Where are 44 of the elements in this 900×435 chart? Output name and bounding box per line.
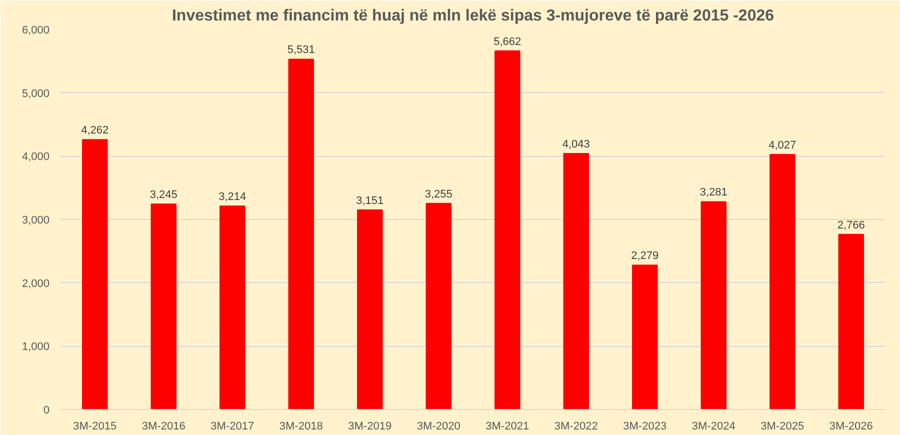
y-tick-label: 4,000 xyxy=(22,151,50,164)
data-label: 3,214 xyxy=(218,190,246,203)
data-label: 3,281 xyxy=(700,186,728,199)
y-tick-label: 0 xyxy=(43,404,50,416)
y-tick-label: 1,000 xyxy=(22,341,50,354)
x-tick-label: 3M-2023 xyxy=(623,420,667,432)
data-label: 3,151 xyxy=(356,194,384,207)
bar xyxy=(563,152,589,410)
x-tick-label: 3M-2015 xyxy=(73,420,117,432)
x-tick-label: 3M-2019 xyxy=(348,420,392,432)
x-tick-label: 3M-2026 xyxy=(829,420,873,432)
y-tick-label: 2,000 xyxy=(22,278,50,290)
data-label: 2,766 xyxy=(837,219,865,232)
data-label: 4,043 xyxy=(562,138,590,150)
x-tick-label: 3M-2018 xyxy=(279,420,323,432)
bar xyxy=(770,154,796,410)
bar xyxy=(150,203,176,410)
x-tick-label: 3M-2024 xyxy=(692,420,736,432)
y-tick-label: 5,000 xyxy=(22,88,50,100)
bar xyxy=(288,58,314,410)
x-tick-label: 3M-2021 xyxy=(486,420,530,432)
bar xyxy=(632,264,658,410)
x-tick-label: 3M-2020 xyxy=(416,420,460,432)
bar xyxy=(220,205,246,410)
data-label: 3,255 xyxy=(424,188,452,200)
bar xyxy=(426,202,452,410)
data-label: 3,245 xyxy=(150,188,178,201)
data-label: 4,262 xyxy=(81,124,109,137)
chart-title: Investimet me financim të huaj në mln lekë sipas 3-mujoreve të parë 2015 -2026 xyxy=(172,8,774,24)
x-tick-label: 3M-2017 xyxy=(210,420,254,432)
x-tick-label: 3M-2016 xyxy=(142,420,186,432)
bar xyxy=(494,50,520,410)
bar xyxy=(357,209,383,410)
data-label: 4,027 xyxy=(768,139,796,152)
y-tick-label: 3,000 xyxy=(22,214,50,226)
data-label: 5,662 xyxy=(494,36,522,48)
data-label: 5,531 xyxy=(287,44,315,56)
x-tick-label: 3M-2022 xyxy=(554,420,598,432)
y-tick-label: 6,000 xyxy=(22,24,50,36)
x-tick-label: 3M-2025 xyxy=(760,420,804,432)
bar xyxy=(700,201,726,410)
bar xyxy=(838,234,864,410)
data-label: 2,279 xyxy=(631,250,659,262)
bar xyxy=(82,139,108,410)
